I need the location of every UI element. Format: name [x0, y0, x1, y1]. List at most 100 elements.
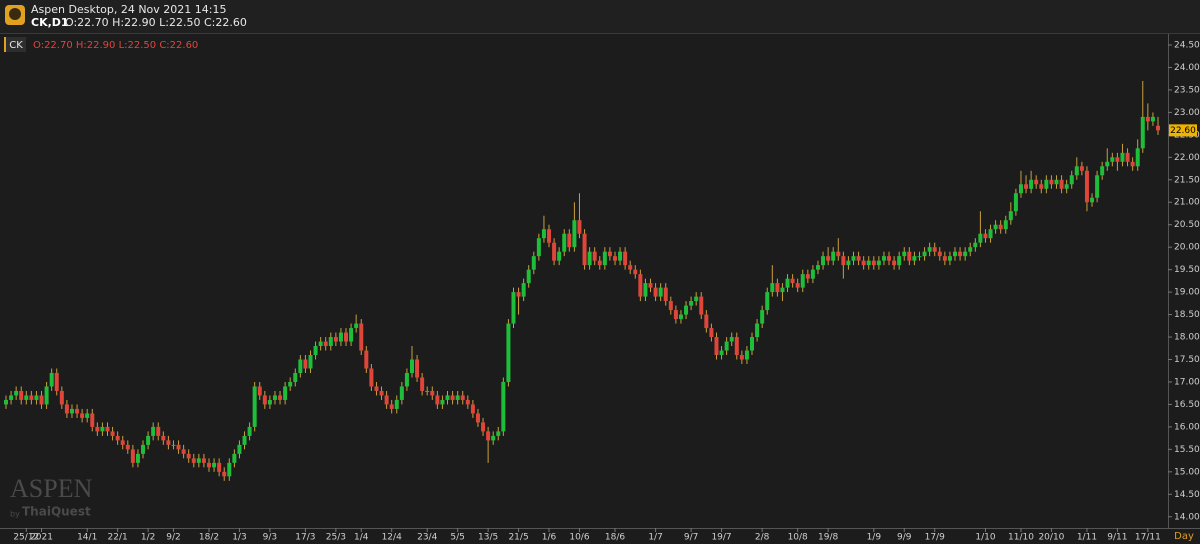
x-tick-label: 1/3	[232, 533, 246, 543]
candle-body	[161, 435, 166, 441]
candle-body	[1135, 148, 1140, 167]
candle-body	[958, 251, 963, 257]
candle-body	[643, 283, 648, 297]
candle-body	[415, 359, 420, 378]
x-tick-label: 11/10	[1008, 533, 1034, 543]
candle-body	[597, 260, 602, 266]
candle-body	[1090, 197, 1095, 203]
candle-body	[455, 395, 460, 400]
y-tick-label: 16.50	[1174, 400, 1200, 410]
candle-body	[166, 440, 171, 445]
candle-body	[963, 251, 968, 257]
y-tick-label: 16.00	[1174, 422, 1200, 432]
candle-body	[435, 395, 440, 405]
candle-body	[288, 381, 293, 387]
candle-body	[983, 233, 988, 239]
candle-body	[709, 328, 714, 338]
candle-body	[1079, 166, 1084, 171]
candle-body	[318, 341, 323, 347]
candle-body	[526, 269, 531, 284]
y-tick-label: 15.00	[1174, 467, 1200, 477]
candle-body	[750, 337, 755, 351]
candle-body	[242, 435, 247, 445]
last-price-label: 22.60	[1170, 126, 1196, 136]
watermark-by: by	[10, 510, 20, 519]
candle-body	[475, 413, 480, 423]
candle-body	[90, 413, 95, 427]
candle-body	[69, 408, 74, 414]
y-tick-label: 20.50	[1174, 220, 1200, 230]
candle-body	[755, 323, 760, 338]
x-tick-label: 17/3	[295, 533, 315, 543]
x-tick-label: 12/4	[382, 533, 402, 543]
candle-body	[481, 422, 486, 432]
candle-body	[937, 251, 942, 257]
y-tick-label: 14.50	[1174, 490, 1200, 500]
candle-body	[49, 372, 54, 387]
y-tick-label: 21.00	[1174, 198, 1200, 208]
candle-body	[562, 233, 567, 252]
candle-body	[704, 314, 709, 329]
candle-body	[714, 337, 719, 356]
x-tick-label: 18/6	[605, 533, 625, 543]
candle-body	[810, 269, 815, 279]
candle-body	[694, 296, 699, 302]
candle-body	[851, 256, 856, 261]
candle-body	[54, 372, 59, 391]
candle-body	[881, 256, 886, 261]
y-tick-label: 17.50	[1174, 355, 1200, 365]
candle-body	[536, 238, 541, 257]
candle-body	[1018, 184, 1023, 194]
candle-body	[770, 283, 775, 293]
candle-body	[866, 260, 871, 266]
x-tick-label: 10/6	[569, 533, 589, 543]
candle-body	[744, 350, 749, 360]
candle-body	[724, 341, 729, 351]
candle-body	[201, 458, 206, 463]
candle-body	[623, 251, 628, 266]
candle-body	[1029, 179, 1034, 189]
candle-body	[592, 251, 597, 261]
candle-body	[988, 229, 993, 239]
candle-body	[34, 395, 39, 400]
candle-body	[942, 256, 947, 261]
app-title: Aspen Desktop, 24 Nov 2021 14:15	[31, 3, 226, 16]
candle-body	[628, 265, 633, 270]
candle-body	[846, 260, 851, 266]
watermark-company: ThaiQuest	[22, 505, 91, 519]
x-tick-label: 25/12	[13, 533, 39, 543]
candle-body	[780, 287, 785, 293]
y-tick-label: 22.00	[1174, 153, 1200, 163]
candle-body	[206, 462, 211, 468]
candle-body	[1095, 175, 1100, 198]
candle-body	[420, 377, 425, 391]
candle-body	[892, 260, 897, 266]
candle-body	[389, 404, 394, 409]
candle-body	[922, 251, 927, 257]
candle-body	[313, 346, 318, 356]
candle-body	[1008, 211, 1013, 221]
candle-body	[1044, 179, 1049, 189]
candle-body	[217, 462, 222, 472]
candle-body	[80, 413, 85, 418]
y-tick-label: 18.00	[1174, 333, 1200, 343]
candle-body	[262, 395, 267, 405]
x-tick-label: 13/5	[478, 533, 498, 543]
x-tick-label: 1/10	[975, 533, 995, 543]
candle-body	[430, 390, 435, 396]
candle-body	[19, 390, 24, 400]
candle-body	[775, 283, 780, 293]
candle-body	[186, 453, 191, 459]
candle-body	[572, 220, 577, 248]
candle-body	[841, 256, 846, 266]
candle-body	[465, 399, 470, 405]
candle-body	[75, 408, 80, 414]
x-tick-label: 2021	[30, 533, 53, 543]
header-bar	[0, 0, 1200, 33]
candle-body	[1049, 179, 1054, 185]
candle-body	[927, 247, 932, 252]
candle-body	[283, 386, 288, 400]
candle-body	[653, 287, 658, 297]
candle-body	[399, 386, 404, 400]
candle-body	[303, 359, 308, 369]
